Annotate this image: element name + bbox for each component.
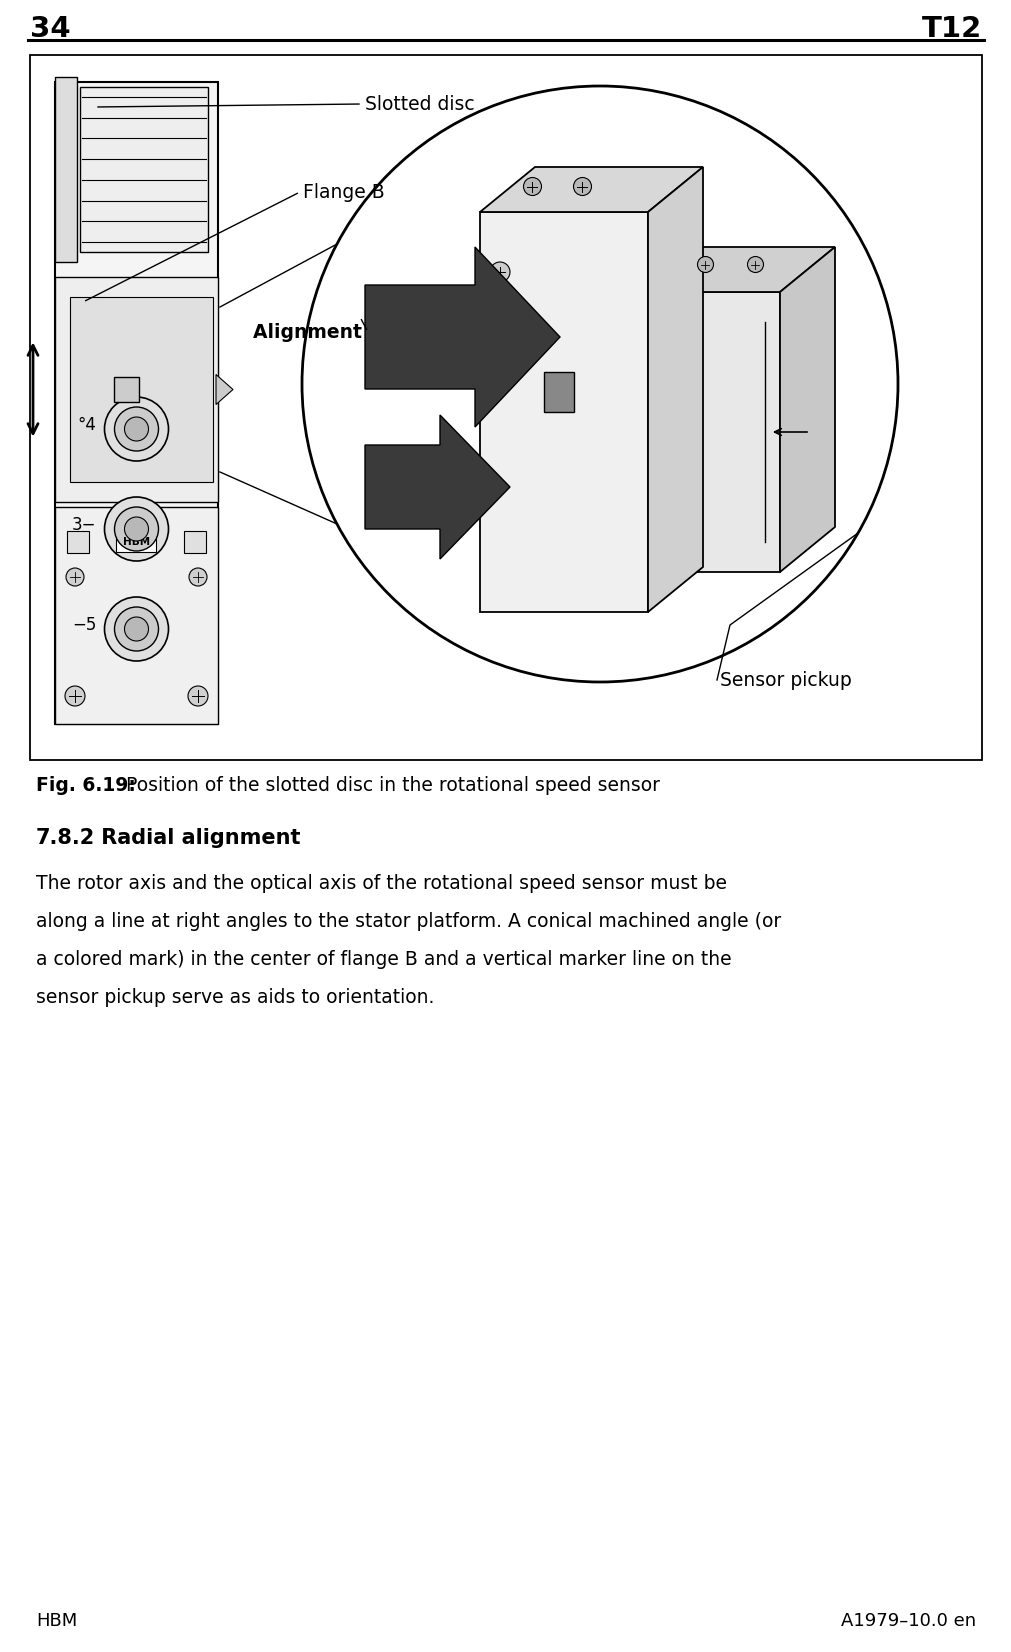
- Bar: [55, 83, 217, 724]
- Text: Flange B: Flange B: [302, 182, 384, 202]
- Circle shape: [66, 568, 84, 586]
- Text: a colored mark) in the center of flange B and a vertical marker line on the: a colored mark) in the center of flange …: [36, 950, 731, 970]
- Circle shape: [523, 177, 541, 195]
- Text: 7.8.2: 7.8.2: [36, 828, 95, 847]
- Circle shape: [124, 416, 149, 441]
- Circle shape: [189, 568, 207, 586]
- Bar: [114, 377, 139, 401]
- Bar: [544, 372, 573, 411]
- Text: Position of the slotted disc in the rotational speed sensor: Position of the slotted disc in the rota…: [114, 776, 659, 795]
- Polygon shape: [779, 248, 834, 572]
- Text: 3−: 3−: [72, 515, 96, 534]
- Text: Radial alignment: Radial alignment: [94, 828, 300, 847]
- Text: T12: T12: [921, 15, 981, 43]
- Bar: [55, 78, 77, 263]
- Circle shape: [114, 606, 159, 651]
- Text: Fig. 6.19:: Fig. 6.19:: [36, 776, 135, 795]
- Polygon shape: [479, 167, 703, 211]
- Circle shape: [114, 406, 159, 451]
- Circle shape: [747, 256, 762, 273]
- Circle shape: [697, 256, 713, 273]
- Bar: [55, 278, 217, 502]
- Ellipse shape: [301, 86, 897, 682]
- Circle shape: [188, 686, 208, 705]
- Polygon shape: [365, 248, 559, 426]
- Polygon shape: [215, 375, 233, 405]
- Text: °4: °4: [78, 416, 96, 434]
- Circle shape: [489, 263, 510, 282]
- Text: A1979–10.0 en: A1979–10.0 en: [840, 1612, 975, 1631]
- Polygon shape: [647, 248, 834, 292]
- Bar: [647, 292, 779, 572]
- Circle shape: [104, 497, 169, 562]
- Text: Slotted disc: Slotted disc: [365, 94, 474, 114]
- Circle shape: [124, 517, 149, 540]
- Circle shape: [124, 616, 149, 641]
- Text: HBM: HBM: [122, 537, 150, 547]
- Bar: [30, 55, 981, 760]
- Circle shape: [65, 686, 85, 705]
- Text: The rotor axis and the optical axis of the rotational speed sensor must be: The rotor axis and the optical axis of t…: [36, 874, 726, 894]
- Bar: [55, 507, 217, 724]
- Text: Alignment lines: Alignment lines: [253, 322, 419, 342]
- Circle shape: [104, 396, 169, 461]
- Bar: [70, 297, 212, 482]
- Text: sensor pickup serve as aids to orientation.: sensor pickup serve as aids to orientati…: [36, 988, 434, 1008]
- Bar: [184, 530, 206, 553]
- Circle shape: [573, 177, 590, 195]
- Bar: [67, 530, 89, 553]
- Bar: [80, 88, 208, 253]
- Polygon shape: [647, 167, 703, 611]
- Bar: [116, 532, 157, 552]
- Circle shape: [114, 507, 159, 552]
- Polygon shape: [365, 415, 510, 558]
- Text: 34: 34: [30, 15, 71, 43]
- Text: −5: −5: [72, 616, 96, 634]
- Text: Sensor pickup: Sensor pickup: [719, 671, 851, 689]
- Circle shape: [104, 596, 169, 661]
- Polygon shape: [703, 248, 834, 527]
- Text: HBM: HBM: [36, 1612, 77, 1631]
- Text: along a line at right angles to the stator platform. A conical machined angle (o: along a line at right angles to the stat…: [36, 912, 780, 932]
- Bar: [479, 211, 647, 611]
